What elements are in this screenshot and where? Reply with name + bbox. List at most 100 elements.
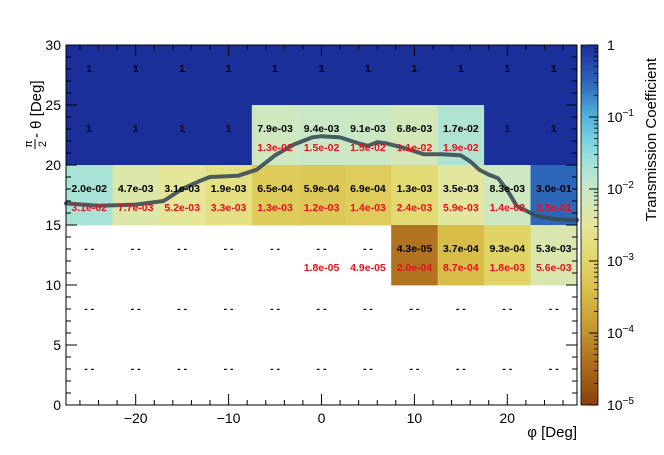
- cell-label: 7.9e-03: [257, 123, 293, 135]
- heatmap-cell: [530, 225, 578, 286]
- cell-label: - -: [549, 303, 559, 315]
- x-tick-label: 0: [318, 410, 326, 426]
- heatmap-cell: [158, 105, 206, 166]
- cell-label: 8.3e-03: [490, 183, 526, 195]
- cell-label: - -: [84, 363, 94, 375]
- cell-label: - -: [409, 363, 419, 375]
- cell-label: - -: [131, 303, 141, 315]
- cell-label: 9.1e-03: [350, 123, 386, 135]
- cell-label: 5.9e-04: [304, 183, 340, 195]
- cell-label: - -: [317, 303, 327, 315]
- color-scale-axis: 10−5 10−4 10−3 10−2 10−1 1: [589, 37, 634, 413]
- cell-label: 3.7e-04: [443, 243, 479, 255]
- heatmap-cell: [484, 105, 531, 166]
- cell-label: - -: [177, 363, 187, 375]
- cell-label: 1: [411, 63, 417, 75]
- cell-label-red: 7.7e-03: [118, 202, 154, 214]
- heatmap-cell: [391, 225, 439, 286]
- heatmap-cell: [66, 45, 113, 106]
- cell-label: - -: [270, 243, 280, 255]
- cell-label: 9.4e-03: [304, 123, 340, 135]
- cell-label: - -: [549, 363, 559, 375]
- y-tick-label: 25: [45, 97, 61, 113]
- cell-label: - -: [317, 363, 327, 375]
- cell-label: 1.7e-02: [443, 123, 479, 135]
- y-axis-label: π 2 - θ [Deg]: [23, 80, 49, 149]
- heatmap-cell: [344, 45, 392, 106]
- cell-label: - -: [224, 243, 234, 255]
- cell-label: 6.9e-04: [350, 183, 386, 195]
- cell-label: 1: [551, 123, 557, 135]
- x-tick-label: −10: [217, 410, 241, 426]
- cell-label-red: 3.8e-01: [536, 202, 572, 214]
- cell-label: 3.1e-03: [164, 183, 200, 195]
- cell-label: 1: [133, 63, 139, 75]
- heatmap-cell: [66, 165, 113, 226]
- y-tick-label: 15: [45, 217, 61, 233]
- color-scale-label: Transmission Coefficient: [643, 57, 660, 221]
- cell-label: - -: [224, 303, 234, 315]
- cell-label: 6.8e-03: [397, 123, 433, 135]
- heatmap-cell: [437, 165, 485, 226]
- y-tick-label: 0: [53, 397, 61, 413]
- heatmap-cells: [66, 45, 578, 286]
- x-axis-label: φ [Deg]: [527, 424, 577, 441]
- cell-label: - -: [177, 243, 187, 255]
- heatmap-cell: [530, 45, 578, 106]
- cell-label: 1: [319, 63, 325, 75]
- cell-label: - -: [224, 363, 234, 375]
- cell-label: - -: [317, 243, 327, 255]
- cell-label-red: 1.1e-02: [397, 142, 433, 154]
- cell-label: - -: [270, 303, 280, 315]
- cell-label: - -: [409, 303, 419, 315]
- cell-label: - -: [270, 363, 280, 375]
- heatmap-cell: [344, 105, 392, 166]
- heatmap-cell: [530, 105, 578, 166]
- cell-label: 2.0e-02: [71, 183, 107, 195]
- y-tick-label: 10: [45, 277, 61, 293]
- cell-label-red: 1.4e-03: [350, 202, 386, 214]
- cell-label: 1: [365, 63, 371, 75]
- cell-label: 1: [504, 63, 510, 75]
- x-tick-label: 20: [500, 410, 516, 426]
- heatmap-cell: [344, 165, 392, 226]
- cell-label-red: 1.3e-03: [257, 202, 293, 214]
- cell-label: - -: [84, 243, 94, 255]
- z-tick-label: 1: [607, 37, 615, 53]
- color-scale-bar: [580, 44, 599, 406]
- cell-label: 1: [179, 63, 185, 75]
- cell-label: - -: [131, 243, 141, 255]
- y-axis-label-denominator: 2: [37, 141, 49, 147]
- cell-label: 3.0e-01: [536, 183, 572, 195]
- heatmap-cell: [437, 45, 485, 106]
- heatmap-cell: [112, 165, 160, 226]
- heatmap-cell: [298, 165, 346, 226]
- cell-label: 4.7e-03: [118, 183, 154, 195]
- cell-label: 1: [504, 123, 510, 135]
- cell-label: - -: [177, 303, 187, 315]
- cell-label-red: 1.5e-02: [350, 142, 386, 154]
- cell-label-red: 4.9e-05: [350, 262, 386, 274]
- cell-label-red: 1.8e-03: [490, 262, 526, 274]
- z-tick-label: 10−1: [607, 108, 634, 125]
- y-axis-label-text: - θ [Deg]: [28, 80, 45, 138]
- x-tick-label: −20: [124, 410, 148, 426]
- cell-label-red: 3.1e-02: [71, 202, 107, 214]
- cell-label: - -: [502, 303, 512, 315]
- axes: −20 −10 0 10 20 0 5 10 15 20 25 30: [45, 37, 577, 426]
- cell-label: 1: [226, 123, 232, 135]
- boundary-curve: [64, 134, 579, 223]
- cell-label: 1: [179, 123, 185, 135]
- z-tick-label: 10−3: [607, 252, 634, 269]
- cell-label: 1.9e-03: [211, 183, 247, 195]
- heatmap-cell: [205, 105, 253, 166]
- heatmap-cell: [484, 225, 531, 286]
- y-axis-label-numerator: π: [23, 140, 35, 148]
- cell-label-red: 1.9e-02: [443, 142, 479, 154]
- z-tick-label: 10−2: [607, 180, 634, 197]
- cell-label: 1: [458, 63, 464, 75]
- cell-label: 6.5e-04: [257, 183, 293, 195]
- cell-label-red: 1.2e-03: [304, 202, 340, 214]
